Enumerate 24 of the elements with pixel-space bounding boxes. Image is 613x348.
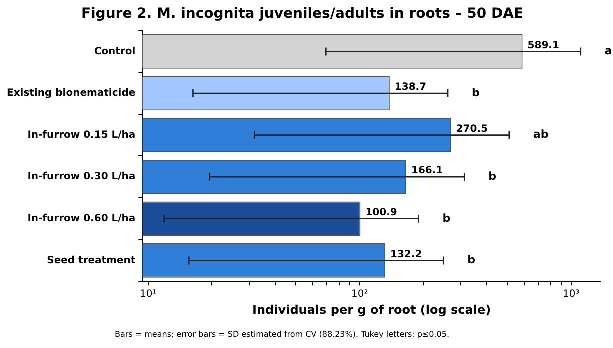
- data-label: 100.9: [366, 207, 398, 218]
- data-label: 270.5: [456, 124, 488, 135]
- y-tick-label: In-furrow 0.60 L/ha: [28, 213, 136, 224]
- text: Bars = means; error bars = SD estimated from CV (88.23%). Tukey letters: p≤0.05.: [115, 330, 450, 339]
- x-tick-label: 10²: [352, 289, 368, 300]
- data-label: 132.2: [390, 249, 422, 260]
- x-tick-label: 10³: [563, 289, 580, 300]
- x-axis-title: Individuals per g of root (log scale): [252, 302, 492, 317]
- y-tick-label: Control: [94, 46, 136, 58]
- y-tick-label: In-furrow 0.15 L/ha: [28, 130, 136, 141]
- y-tick-label: Existing bionematicide: [6, 88, 136, 100]
- y-tick-label: In-furrow 0.30 L/ha: [28, 172, 136, 183]
- annotation: b: [468, 254, 476, 267]
- x-tick-label: 10¹: [140, 289, 157, 300]
- text: a: [604, 44, 612, 58]
- data-label: 166.1: [411, 166, 444, 177]
- y-tick-label: Seed treatment: [47, 255, 136, 266]
- annotation: ab: [533, 128, 549, 142]
- annotation: b: [488, 170, 497, 183]
- data-label: 138.7: [394, 82, 427, 94]
- data-label: 589.1: [528, 40, 560, 52]
- chart-title: Figure 2. M. incognita juveniles/adults in roots – 50 DAE: [81, 6, 524, 22]
- annotation: b: [472, 86, 480, 100]
- annotation: b: [442, 212, 451, 225]
